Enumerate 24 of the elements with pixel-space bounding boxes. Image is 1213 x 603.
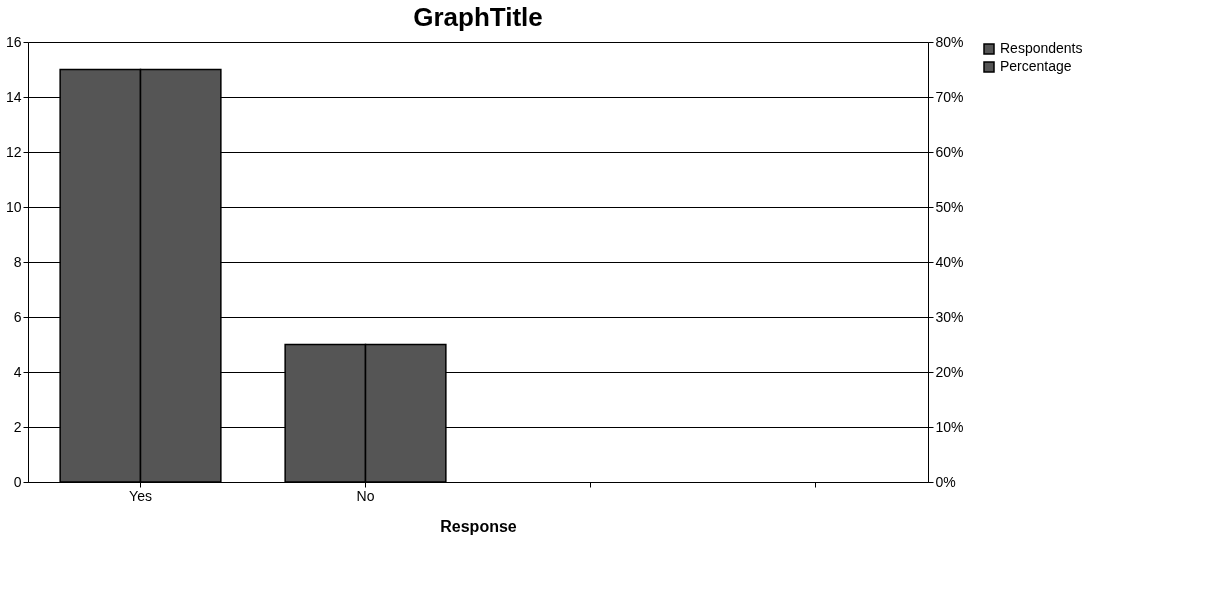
y2-tick-label: 20% [935,363,964,380]
y-tick-label: 4 [13,363,22,380]
y-tick-label: 2 [13,418,22,435]
y2-tick-label: 50% [935,198,964,215]
y2-tick-label: 60% [935,143,964,160]
y2-tick-label: 10% [935,418,964,435]
y-tick-label: 16 [5,33,22,50]
y2-tick-label: 30% [935,308,964,325]
y-tick-label: 12 [5,143,22,160]
y2-tick-label: 40% [935,253,964,270]
y-tick-label: 0 [13,473,22,490]
chart-title: GraphTitle [413,2,543,32]
y-tick-label: 10 [5,198,22,215]
y-tick-label: 6 [13,308,22,325]
legend-label: Percentage [1000,58,1072,74]
y2-tick-label: 80% [935,33,964,50]
y-tick-label: 8 [13,253,22,270]
y2-tick-label: 70% [935,88,964,105]
x-tick-label: No [356,487,375,504]
legend-label: Respondents [1000,40,1083,56]
y-tick-label: 14 [5,88,22,105]
y2-tick-label: 0% [935,473,956,490]
x-axis-title: Response [440,517,517,535]
x-tick-label: Yes [129,487,152,504]
